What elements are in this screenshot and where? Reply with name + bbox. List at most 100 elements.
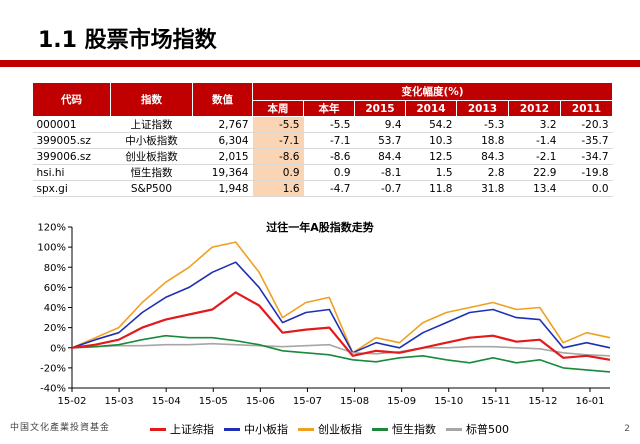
series-line-2	[71, 241, 611, 354]
cell-change: 11.8	[405, 180, 457, 197]
header-code: 代码	[32, 82, 111, 117]
legend-item: 上证综指	[150, 421, 214, 437]
cell-value: 19,364	[192, 164, 253, 181]
cell-change: -5.3	[456, 116, 509, 133]
x-tick-label: 15-11	[481, 396, 510, 407]
legend-label: 上证综指	[170, 423, 214, 436]
cell-change: 0.0	[560, 180, 613, 197]
cell-change: 13.4	[508, 180, 561, 197]
y-tick-label: -20%	[40, 363, 66, 374]
cell-change: 9.4	[354, 116, 406, 133]
legend-item: 中小板指	[224, 421, 288, 437]
header-name: 指数	[110, 82, 193, 117]
cell-value: 1,948	[192, 180, 253, 197]
y-tick-label: 20%	[44, 323, 66, 334]
company-logo: 中国文化產業投資基金	[10, 423, 111, 433]
slide-title: 1.1 股票市场指数	[38, 28, 217, 53]
cell-code: hsi.hi	[32, 164, 111, 181]
y-tick-label: 0%	[50, 343, 66, 354]
y-tick-label: -40%	[40, 384, 66, 395]
legend-swatch	[446, 427, 462, 431]
cell-change: 54.2	[405, 116, 457, 133]
legend-item: 标普500	[446, 421, 509, 437]
cell-change: -8.6	[303, 148, 355, 165]
table-row: spx.gi S&P500 1,948 1.6 -4.7 -0.7 11.8 31.8 13.4…	[32, 180, 613, 197]
cell-name: 上证指数	[110, 116, 193, 133]
x-tick-label: 15-05	[199, 396, 228, 407]
cell-change: -20.3	[560, 116, 613, 133]
legend-swatch	[224, 427, 240, 431]
cell-value: 2,767	[192, 116, 253, 133]
legend-label: 创业板指	[318, 423, 362, 436]
cell-name: S&P500	[110, 180, 193, 197]
cell-change: 18.8	[456, 132, 509, 149]
y-tick-label: 40%	[44, 303, 66, 314]
cell-change: 31.8	[456, 180, 509, 197]
cell-change: -34.7	[560, 148, 613, 165]
period-header: 2013	[456, 100, 509, 117]
cell-change: -1.4	[508, 132, 561, 149]
cell-change: 0.9	[303, 164, 355, 181]
legend-item: 创业板指	[298, 421, 362, 437]
table-body: 000001 上证指数 2,767 -5.5 -5.5 9.4 54.2 -5.3 3.2 -20…	[32, 116, 613, 197]
cell-name: 中小板指数	[110, 132, 193, 149]
cell-change: 10.3	[405, 132, 457, 149]
cell-change: -5.5	[252, 116, 304, 133]
series-line-3	[71, 334, 611, 373]
cell-code: 399005.sz	[32, 132, 111, 149]
cell-value: 6,304	[192, 132, 253, 149]
x-tick-label: 15-02	[57, 396, 86, 407]
legend-label: 恒生指数	[392, 423, 436, 436]
period-header: 本年	[303, 100, 355, 117]
cell-change: -35.7	[560, 132, 613, 149]
cell-change: -7.1	[303, 132, 355, 149]
cell-change: 1.5	[405, 164, 457, 181]
cell-code: 399006.sz	[32, 148, 111, 165]
cell-name: 恒生指数	[110, 164, 193, 181]
x-tick-label: 15-06	[246, 396, 275, 407]
cell-change: 3.2	[508, 116, 561, 133]
cell-change: 84.3	[456, 148, 509, 165]
table-row: hsi.hi 恒生指数 19,364 0.9 0.9 -8.1 1.5 2.8 22.9 -19.…	[32, 164, 613, 181]
series-line-1	[71, 261, 611, 354]
x-tick-label: 15-09	[387, 396, 416, 407]
x-tick-label: 15-10	[434, 396, 463, 407]
chart-title: 过往一年A股指数走势	[266, 221, 374, 234]
table-row: 399006.sz 创业板指数 2,015 -8.6 -8.6 84.4 12.5 84.3-…	[32, 148, 613, 165]
cell-code: spx.gi	[32, 180, 111, 197]
period-header: 2012	[508, 100, 561, 117]
cell-change: -0.7	[354, 180, 406, 197]
x-tick-label: 15-12	[528, 396, 557, 407]
period-header: 2015	[354, 100, 406, 117]
index-table: 代码 指数 数值 变化幅度(%) 本周 本年 2015 2014 2013 2012 201…	[32, 82, 614, 197]
legend-label: 标普500	[466, 423, 509, 436]
table-row: 000001 上证指数 2,767 -5.5 -5.5 9.4 54.2 -5.3 3.2 -20…	[32, 116, 613, 133]
period-header: 2011	[559, 100, 614, 117]
cell-change: 84.4	[354, 148, 406, 165]
cell-change: -5.5	[303, 116, 355, 133]
cell-change: 22.9	[508, 164, 561, 181]
table-row: 399005.sz 中小板指数 6,304 -7.1 -7.1 53.7 10.3 18.8-…	[32, 132, 613, 149]
y-tick-label: 120%	[37, 223, 66, 234]
cell-change: 53.7	[354, 132, 406, 149]
cell-change: -7.1	[252, 132, 304, 149]
x-tick-label: 15-07	[293, 396, 322, 407]
cell-value: 2,015	[192, 148, 253, 165]
header-value: 数值	[192, 82, 253, 117]
cell-change: 12.5	[405, 148, 457, 165]
legend-swatch	[298, 427, 314, 431]
series-line-0	[71, 291, 611, 361]
header-change-group: 变化幅度(%)	[251, 82, 614, 101]
y-tick-label: 100%	[37, 243, 66, 254]
cell-change: -8.1	[354, 164, 406, 181]
legend-swatch	[372, 427, 388, 431]
period-header: 2014	[405, 100, 457, 117]
legend-label: 中小板指	[244, 423, 288, 436]
series-line-4	[71, 342, 611, 357]
legend-item: 恒生指数	[372, 421, 436, 437]
title-accent-bar	[0, 60, 640, 67]
cell-change: -8.6	[252, 148, 304, 165]
period-header-row: 本周 本年 2015 2014 2013 2012 2011	[33, 100, 614, 117]
cell-code: 000001	[32, 116, 111, 133]
